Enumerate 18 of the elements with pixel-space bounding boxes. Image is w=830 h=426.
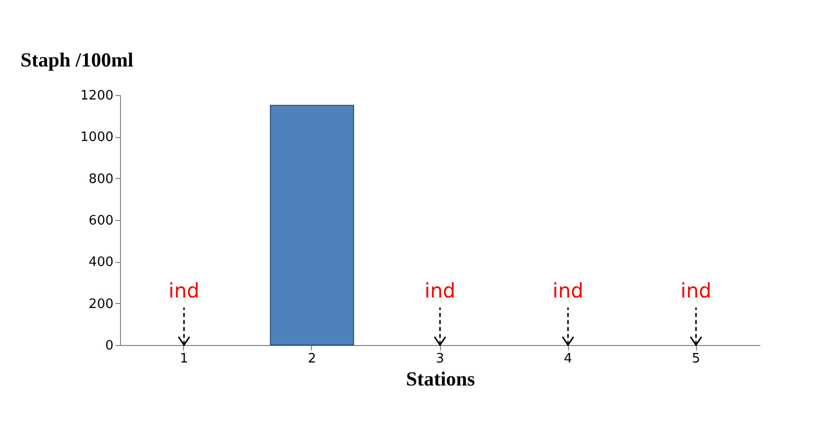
x-axis-title: Stations [406, 368, 476, 390]
x-tick-label: 2 [308, 352, 316, 366]
y-tick-label: 1200 [80, 88, 114, 104]
y-tick-label: 1000 [80, 130, 114, 146]
y-tick-label: 200 [88, 296, 114, 312]
y-axis-title: Staph /100ml [20, 50, 134, 72]
x-tick-label: 1 [180, 352, 188, 366]
x-tick-label: 5 [692, 352, 700, 366]
y-tick-label: 400 [88, 255, 114, 270]
annotation: ind [552, 278, 584, 302]
y-tick-label: 800 [88, 172, 114, 187]
y-tick-label: 600 [88, 214, 114, 228]
annotation: ind [680, 278, 712, 302]
x-tick-label: 3 [436, 352, 444, 366]
y-tick-label: 0 [105, 338, 114, 354]
annotation: ind [424, 278, 456, 302]
x-tick-label: 4 [564, 352, 572, 366]
annotation: ind [168, 278, 200, 302]
